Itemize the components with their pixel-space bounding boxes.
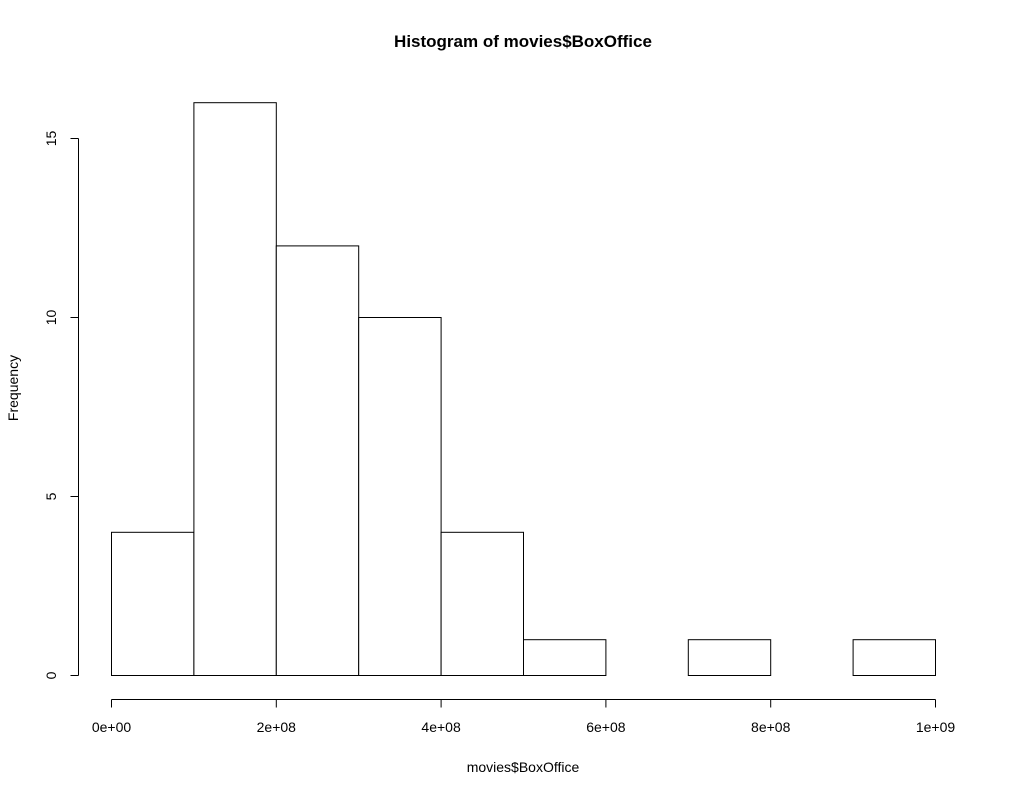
histogram-bar [111,531,195,676]
x-tick-label: 6e+08 [586,719,626,735]
histogram-bar [852,639,936,677]
x-tick-label: 4e+08 [421,719,461,735]
y-axis-label: Frequency [5,355,21,421]
y-tick-label: 10 [43,310,59,326]
y-axis: 0 5 10 15 [43,131,79,679]
x-tick-label: 8e+08 [751,719,791,735]
x-tick-label: 0e+00 [92,719,132,735]
x-axis: 0e+00 2e+08 4e+08 6e+08 8e+08 1e+09 [92,699,956,735]
x-tick-label: 1e+09 [916,719,956,735]
histogram-bar [440,531,525,676]
histogram-bar [193,102,277,676]
y-tick-label: 15 [43,131,59,147]
x-axis-label: movies$BoxOffice [467,759,580,775]
y-tick-label: 0 [43,671,59,679]
x-tick-label: 2e+08 [257,719,297,735]
chart-title: Histogram of movies$BoxOffice [394,32,652,51]
y-tick-label: 5 [43,492,59,500]
histogram-bar [358,317,442,676]
histogram-bar [687,639,772,677]
bars [111,102,936,677]
histogram-bar [523,639,607,677]
histogram-bar [275,245,360,676]
